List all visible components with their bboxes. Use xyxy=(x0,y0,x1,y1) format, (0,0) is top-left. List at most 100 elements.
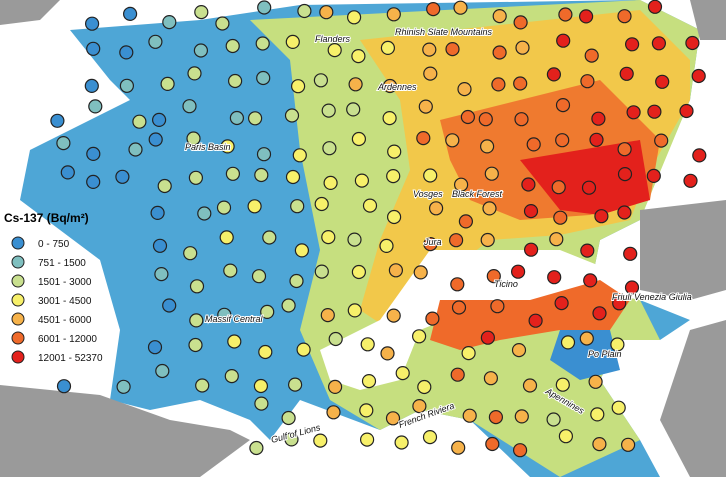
sample-point xyxy=(183,246,198,261)
sample-point xyxy=(486,269,501,284)
sample-point xyxy=(584,48,599,63)
sample-point xyxy=(314,196,329,212)
sample-point xyxy=(624,37,640,52)
sample-point xyxy=(610,337,625,352)
sample-point xyxy=(297,3,312,19)
legend-label: 12001 - 52370 xyxy=(38,353,103,364)
sample-point xyxy=(454,177,469,192)
sample-point xyxy=(148,132,163,147)
sample-point xyxy=(319,5,334,20)
sample-point xyxy=(483,371,498,386)
sample-point xyxy=(617,167,633,182)
sample-point xyxy=(257,0,272,15)
sample-point xyxy=(289,273,304,289)
sample-point xyxy=(262,230,277,245)
sample-point xyxy=(515,40,530,55)
sample-points xyxy=(50,0,707,458)
legend-swatch xyxy=(11,274,25,288)
sample-point xyxy=(581,180,597,195)
sample-point xyxy=(227,334,242,349)
sample-point xyxy=(84,78,99,94)
sample-point xyxy=(258,344,273,360)
sample-point xyxy=(592,437,607,452)
sample-point xyxy=(445,133,460,148)
sample-point xyxy=(155,363,170,379)
sample-point xyxy=(512,443,528,458)
place-label: Vosges xyxy=(413,189,443,199)
outside xyxy=(0,385,250,477)
sample-point xyxy=(485,436,500,452)
sample-point xyxy=(679,103,694,119)
sample-point xyxy=(617,142,632,157)
sample-point xyxy=(478,112,493,127)
sample-point xyxy=(284,432,299,447)
sample-point xyxy=(224,369,239,384)
sample-point xyxy=(225,38,240,54)
sample-point xyxy=(251,269,267,284)
sample-point xyxy=(558,7,573,22)
sample-point xyxy=(84,16,100,31)
sample-point xyxy=(228,73,243,89)
sample-point xyxy=(611,400,626,415)
sample-point xyxy=(492,9,507,24)
sample-point xyxy=(578,9,594,24)
sample-point xyxy=(346,102,361,117)
sample-point xyxy=(321,103,336,118)
place-label: Ticino xyxy=(494,279,518,289)
sample-point xyxy=(547,270,562,285)
alps-south xyxy=(430,280,630,350)
sample-point xyxy=(256,70,271,86)
sample-point xyxy=(194,5,209,20)
sample-point xyxy=(426,2,441,17)
sample-point xyxy=(160,76,175,92)
sample-point xyxy=(387,144,402,159)
legend-swatch xyxy=(11,255,25,269)
place-label: Jura xyxy=(423,237,442,247)
sample-point xyxy=(511,343,527,358)
sample-point xyxy=(56,379,72,394)
sample-point xyxy=(86,174,101,189)
sample-point xyxy=(162,298,177,313)
sample-point xyxy=(458,214,473,229)
sample-point xyxy=(691,68,706,84)
sample-point xyxy=(119,78,135,93)
sample-point xyxy=(451,440,466,455)
sample-point xyxy=(553,210,568,225)
sample-point xyxy=(685,35,700,51)
sample-point xyxy=(382,110,397,126)
sample-point xyxy=(359,403,374,418)
sample-point xyxy=(591,111,606,126)
sample-point xyxy=(461,346,476,361)
sample-point xyxy=(620,437,636,452)
outside xyxy=(660,320,726,477)
sample-point xyxy=(229,110,244,126)
sample-point xyxy=(423,66,438,81)
sample-point xyxy=(460,109,475,125)
sample-point xyxy=(314,264,329,279)
place-label: Rhinish Slate Mountains xyxy=(395,27,493,37)
sample-point xyxy=(647,104,662,119)
sample-point xyxy=(416,131,431,146)
sample-point xyxy=(594,209,609,224)
sample-point xyxy=(583,273,598,288)
sample-point xyxy=(523,204,539,219)
sample-point xyxy=(556,33,571,48)
sample-point xyxy=(215,16,230,31)
sample-point xyxy=(526,137,541,152)
sample-point xyxy=(617,205,632,220)
sample-point xyxy=(148,34,163,49)
sample-point xyxy=(619,66,634,81)
sample-point xyxy=(281,298,296,313)
sample-point xyxy=(558,429,574,444)
legend-swatch xyxy=(11,293,25,307)
sample-point xyxy=(152,112,167,128)
sample-point xyxy=(328,379,343,394)
sample-point xyxy=(449,233,464,248)
outside xyxy=(640,200,726,300)
sample-point xyxy=(492,45,507,60)
sample-point xyxy=(588,374,603,389)
sample-point xyxy=(379,238,394,253)
sample-point xyxy=(351,48,366,64)
legend-label: 1501 - 3000 xyxy=(38,277,92,288)
